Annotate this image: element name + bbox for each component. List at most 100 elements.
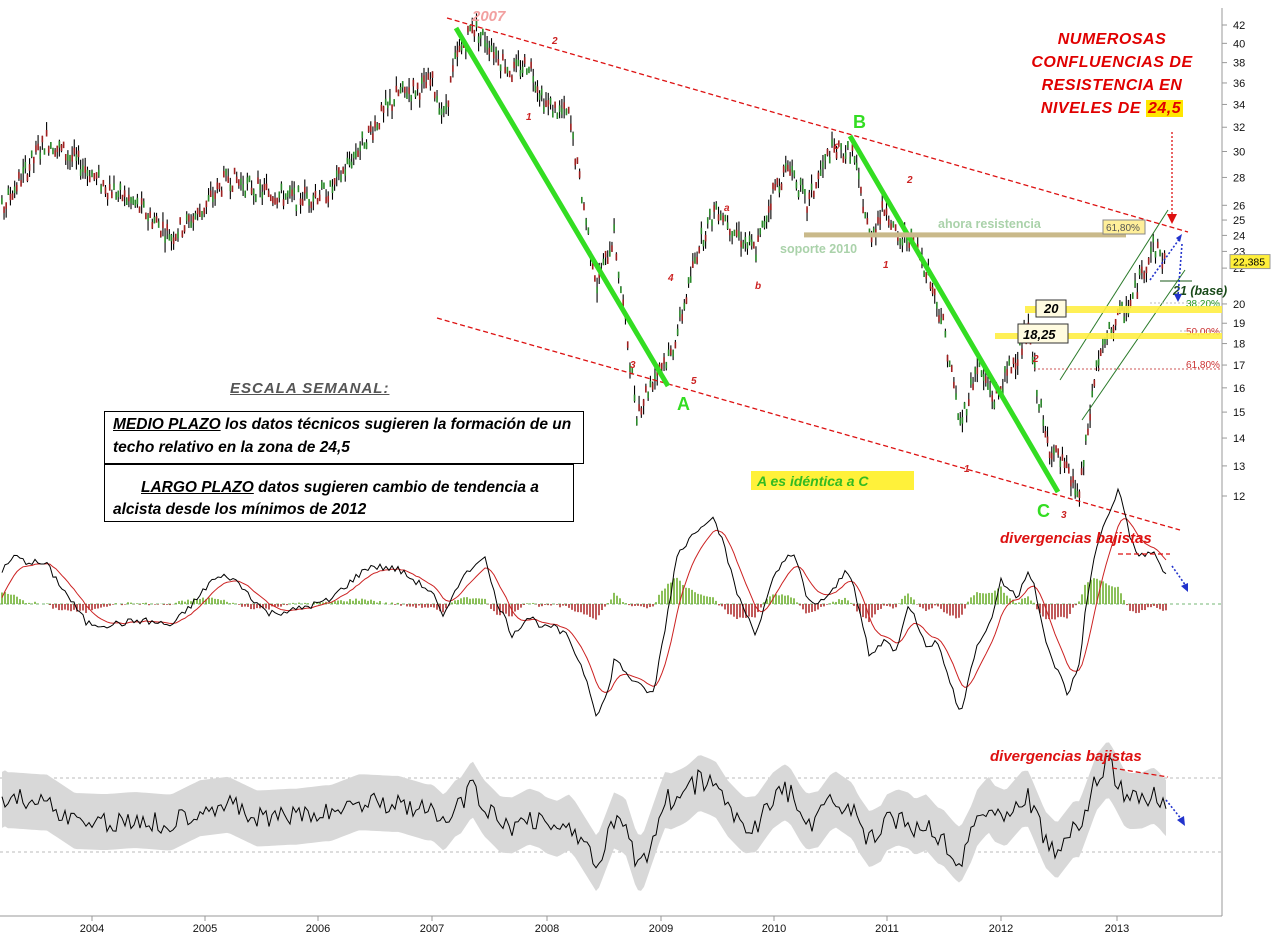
price-candle-body [700, 227, 703, 235]
price-candle-body [948, 360, 951, 367]
price-candle-body [976, 367, 979, 375]
price-candle-body [609, 250, 611, 257]
price-candle-body [617, 271, 620, 279]
up-channel-lower [1081, 269, 1186, 421]
price-candle-body [113, 183, 115, 191]
price-candle-body [238, 179, 240, 186]
macd-arrow [1171, 565, 1187, 587]
price-candle-body [826, 148, 829, 156]
price-candle-body [447, 100, 450, 107]
price-candle-body [93, 172, 96, 180]
price-candle-body [1138, 268, 1141, 276]
price-candle-body [654, 373, 656, 380]
headline-arrow-head [1167, 214, 1177, 224]
price-candle-body [534, 84, 537, 92]
y-tick-label: 15 [1233, 407, 1245, 419]
price-candle-body [475, 20, 478, 28]
price-candle-body [218, 182, 221, 190]
price-candle-body [706, 217, 709, 224]
price-candle-body [552, 111, 554, 118]
y-tick-label: 36 [1233, 78, 1245, 90]
price-candle-body [1055, 445, 1057, 452]
price-candle-body [1156, 241, 1159, 249]
price-candle-body [286, 190, 289, 198]
price-candle-body [348, 158, 351, 166]
price-candle-body [613, 224, 615, 231]
price-candle-body [833, 146, 836, 153]
y-tick-label: 14 [1233, 433, 1245, 445]
wave-a-line [453, 26, 671, 388]
price-candle-body [860, 186, 862, 194]
price-candle-body [316, 197, 319, 205]
price-candle-body [79, 169, 82, 176]
price-candle-body [563, 102, 565, 109]
price-candle-body [681, 314, 683, 321]
price-candle-body [13, 186, 16, 194]
price-candle-body [56, 145, 59, 153]
price-candle-body [1114, 318, 1117, 326]
fib-50-label: 50,00% [1186, 327, 1220, 338]
price-candle-body [755, 254, 757, 262]
wave-count-label: 3 [630, 360, 636, 371]
price-candle-body [231, 185, 234, 193]
wave-a-label: A [677, 394, 690, 414]
x-tick-label: 2012 [989, 923, 1013, 935]
price-candle-body [1110, 329, 1113, 336]
price-candle-body [185, 214, 188, 221]
price-candle-body [596, 286, 598, 294]
price-candle-body [108, 184, 111, 191]
headline-line-3: RESISTENCIA EN [1041, 77, 1183, 94]
price-candle-body [225, 168, 227, 176]
price-candle-body [965, 408, 968, 416]
price-candle-body [149, 211, 151, 218]
price-candle-body [540, 88, 543, 96]
price-candle-body [365, 142, 368, 149]
price-candle-body [172, 237, 175, 244]
price-candle-body [651, 383, 654, 390]
price-candle-body [138, 206, 141, 213]
price-candle-body [938, 315, 940, 322]
price-candle-body [1147, 257, 1150, 265]
price-candle-body [454, 52, 456, 60]
price-candle-body [250, 187, 253, 195]
price-candle-body [452, 65, 454, 72]
price-candle-body [1095, 360, 1098, 367]
price-candle-body [359, 144, 361, 151]
price-candle-body [492, 51, 495, 59]
level-20-box [1035, 299, 1067, 318]
price-candle-body [1102, 338, 1104, 346]
level-21-label: 21 (base) [1172, 284, 1227, 298]
price-candle-body [901, 239, 904, 246]
price-candle-body [188, 215, 190, 222]
price-candle-body [151, 221, 154, 229]
price-candle-body [380, 104, 383, 112]
price-candle-body [942, 313, 945, 321]
price-candle-body [1091, 390, 1094, 398]
price-candle-body [35, 145, 37, 152]
price-candle-body [75, 154, 78, 161]
price-candle-body [772, 182, 774, 190]
price-candle-body [117, 190, 120, 198]
price-candle-body [412, 79, 415, 87]
price-candle-body [502, 54, 504, 61]
osc-divergence-line [1111, 767, 1169, 778]
price-candle-body [342, 167, 344, 174]
price-candle-body [1134, 280, 1136, 287]
price-candle-body [767, 206, 770, 213]
price-candle-body [715, 203, 718, 210]
price-candle-body [190, 221, 192, 228]
price-candle-body [425, 81, 427, 89]
price-candle-body [806, 206, 808, 213]
price-candle-body [824, 153, 827, 161]
price-candle-body [321, 181, 323, 189]
price-candle-body [974, 367, 976, 374]
price-candle-body [576, 157, 579, 164]
price-candle-body [194, 213, 197, 220]
price-candle-body [835, 152, 838, 159]
price-candle-body [414, 90, 417, 97]
price-candle-body [170, 234, 173, 242]
price-candle-body [782, 166, 785, 173]
price-candle-body [177, 231, 179, 239]
price-candle-body [622, 299, 624, 307]
price-candle-body [536, 86, 539, 93]
